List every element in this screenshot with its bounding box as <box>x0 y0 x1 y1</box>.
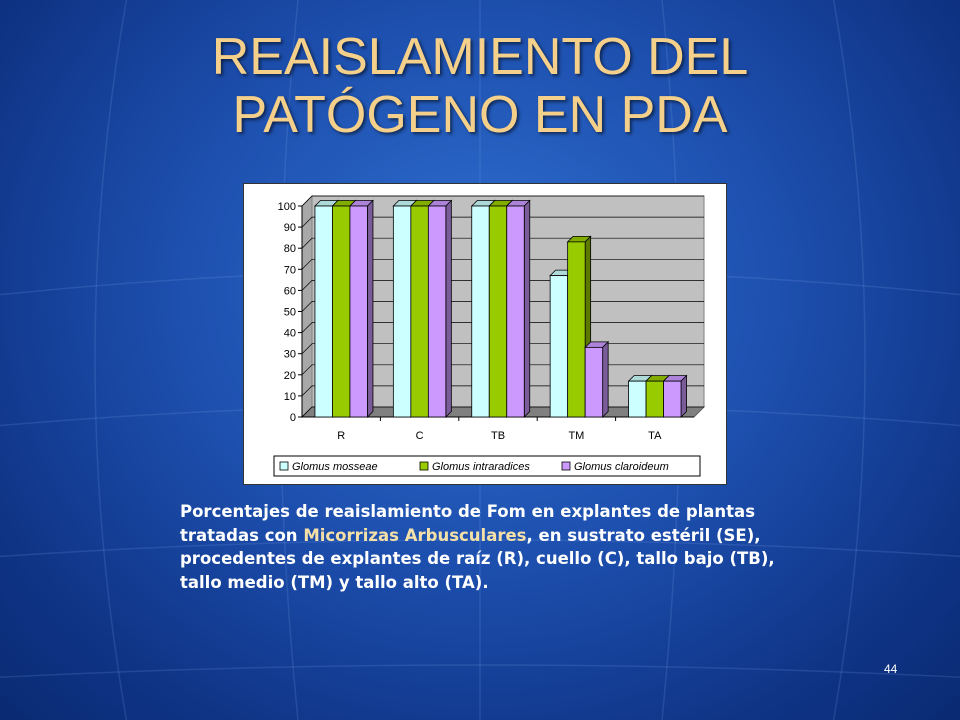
slide-title: REAISLAMIENTO DEL PATÓGENO EN PDA <box>80 28 880 144</box>
y-tick-label: 30 <box>284 349 296 361</box>
x-tick-label: TM <box>568 430 584 442</box>
caption-text-end: , en sustrato estéril (SE), procedentes … <box>180 525 775 592</box>
slide-title-line-1: REAISLAMIENTO DEL <box>211 28 749 86</box>
bar-C-series-1 <box>392 205 412 418</box>
bar-chart: 0 10 20 30 40 50 60 70 80 90 100 R C TB TM TA Glomus mos… <box>243 183 727 485</box>
legend-label: Glomus intraradices <box>432 461 530 473</box>
legend-box <box>273 455 701 477</box>
y-tick-label: 20 <box>284 370 296 382</box>
bar-TA-series-1 <box>628 380 647 418</box>
bar-R-series-3 <box>349 205 368 418</box>
y-tick-label: 10 <box>284 391 296 403</box>
caption-highlight: Micorrizas Arbusculares <box>303 525 527 545</box>
bar-chart-svg: 0 10 20 30 40 50 60 70 80 90 100 R C TB TM TA Glomus mos… <box>273 194 706 477</box>
bar-side <box>602 340 609 418</box>
legend-swatch <box>279 461 289 471</box>
x-tick-label: C <box>416 430 424 442</box>
y-tick-label: 40 <box>284 328 296 340</box>
x-tick-label: TB <box>491 430 505 442</box>
bar-side <box>680 374 687 418</box>
y-tick-label: 0 <box>290 412 296 424</box>
bar-TA-series-2 <box>645 380 664 418</box>
bar-side <box>445 199 452 418</box>
bar-TM-series-2 <box>567 241 586 418</box>
bar-R-series-2 <box>332 205 351 418</box>
y-tick-label: 50 <box>284 307 296 319</box>
bar-TB-series-3 <box>506 205 525 418</box>
x-tick-label: R <box>337 430 345 442</box>
bar-TM-series-3 <box>584 346 604 418</box>
bar-C-series-3 <box>427 205 447 418</box>
bar-side <box>367 199 374 418</box>
y-tick-label: 100 <box>278 201 296 213</box>
y-tick-label: 60 <box>284 285 296 297</box>
y-tick-label: 80 <box>284 243 296 255</box>
slide-title-line-2: PATÓGENO EN PDA <box>232 86 728 144</box>
page-number: 44 <box>884 662 898 676</box>
bar-R-series-1 <box>314 205 333 418</box>
figure-caption: Porcentajes de reaislamiento de Fom en e… <box>180 500 820 594</box>
bar-TM-series-1 <box>549 275 569 418</box>
legend-swatch <box>561 461 571 471</box>
gridline <box>301 195 704 207</box>
y-tick-label: 70 <box>284 264 296 276</box>
caption-text-start: Porcentajes de reaislamiento de Fom en e… <box>180 502 756 545</box>
gridline <box>301 216 704 228</box>
legend-label: Glomus claroideum <box>574 461 669 473</box>
bar-TB-series-2 <box>488 205 508 418</box>
bar-TA-series-3 <box>663 380 682 418</box>
bar-side <box>523 199 531 418</box>
bar-C-series-2 <box>410 205 429 418</box>
x-tick-label: TA <box>648 430 662 442</box>
bar-TB-series-1 <box>471 205 490 418</box>
legend-label: Glomus mosseae <box>292 461 378 473</box>
y-tick-label: 90 <box>284 222 296 234</box>
legend-swatch <box>419 461 429 471</box>
